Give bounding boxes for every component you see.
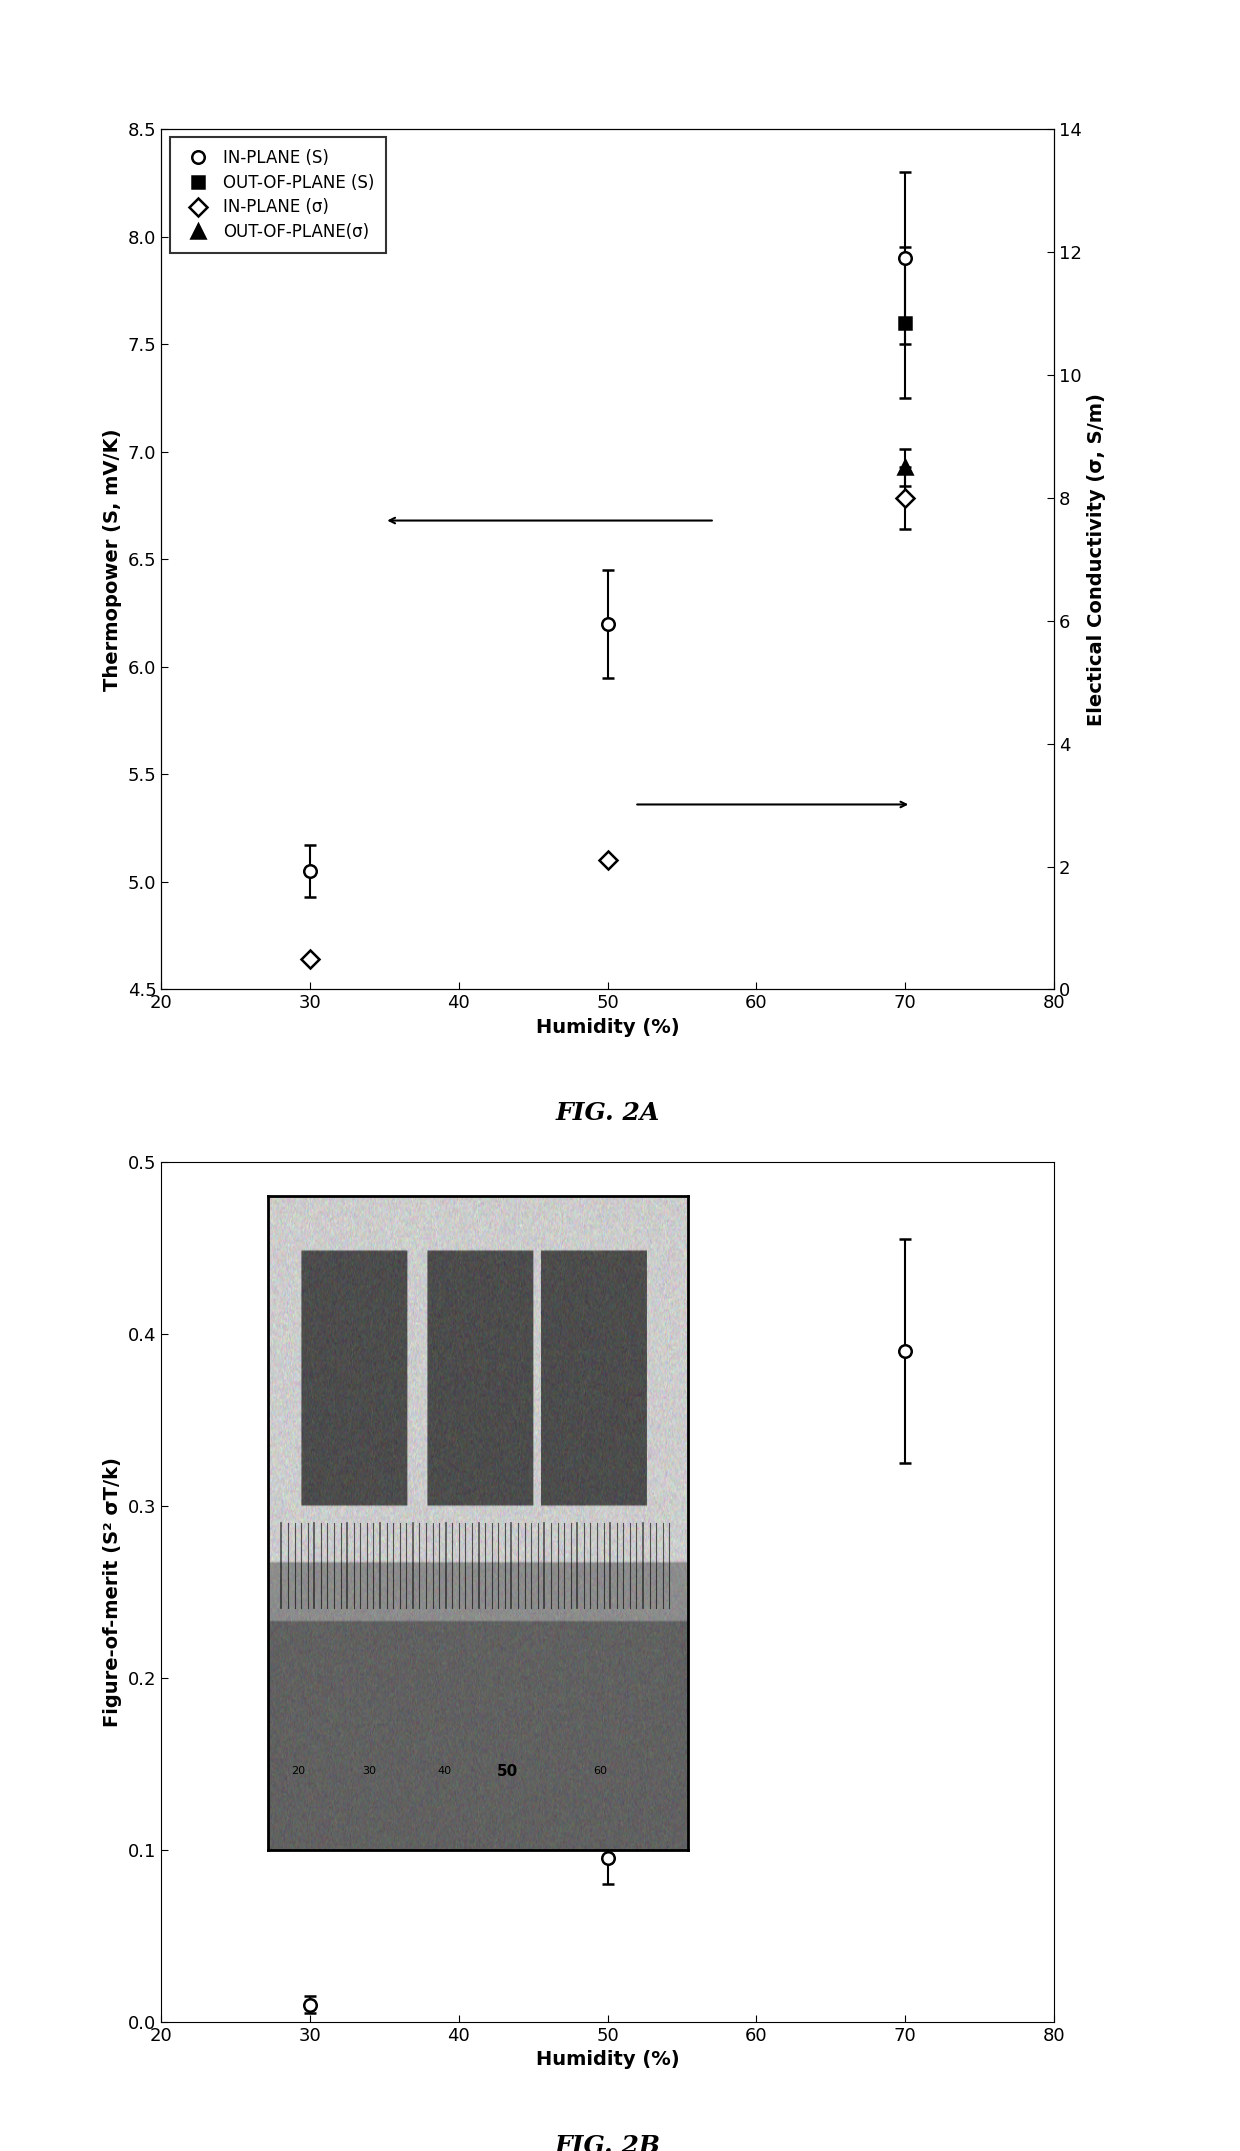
Y-axis label: Thermopower (S, mV/K): Thermopower (S, mV/K) <box>103 428 122 690</box>
Text: FIG. 2B: FIG. 2B <box>554 2134 661 2151</box>
Legend: IN-PLANE (S), OUT-OF-PLANE (S), IN-PLANE (σ), OUT-OF-PLANE(σ): IN-PLANE (S), OUT-OF-PLANE (S), IN-PLANE… <box>170 138 386 252</box>
Y-axis label: Figure-of-merit (S² σT/k): Figure-of-merit (S² σT/k) <box>103 1456 123 1727</box>
Text: FIG. 2A: FIG. 2A <box>556 1101 660 1125</box>
X-axis label: Humidity (%): Humidity (%) <box>536 2050 680 2069</box>
X-axis label: Humidity (%): Humidity (%) <box>536 1017 680 1037</box>
Y-axis label: Electical Conductivity (σ, S/m): Electical Conductivity (σ, S/m) <box>1087 394 1106 725</box>
